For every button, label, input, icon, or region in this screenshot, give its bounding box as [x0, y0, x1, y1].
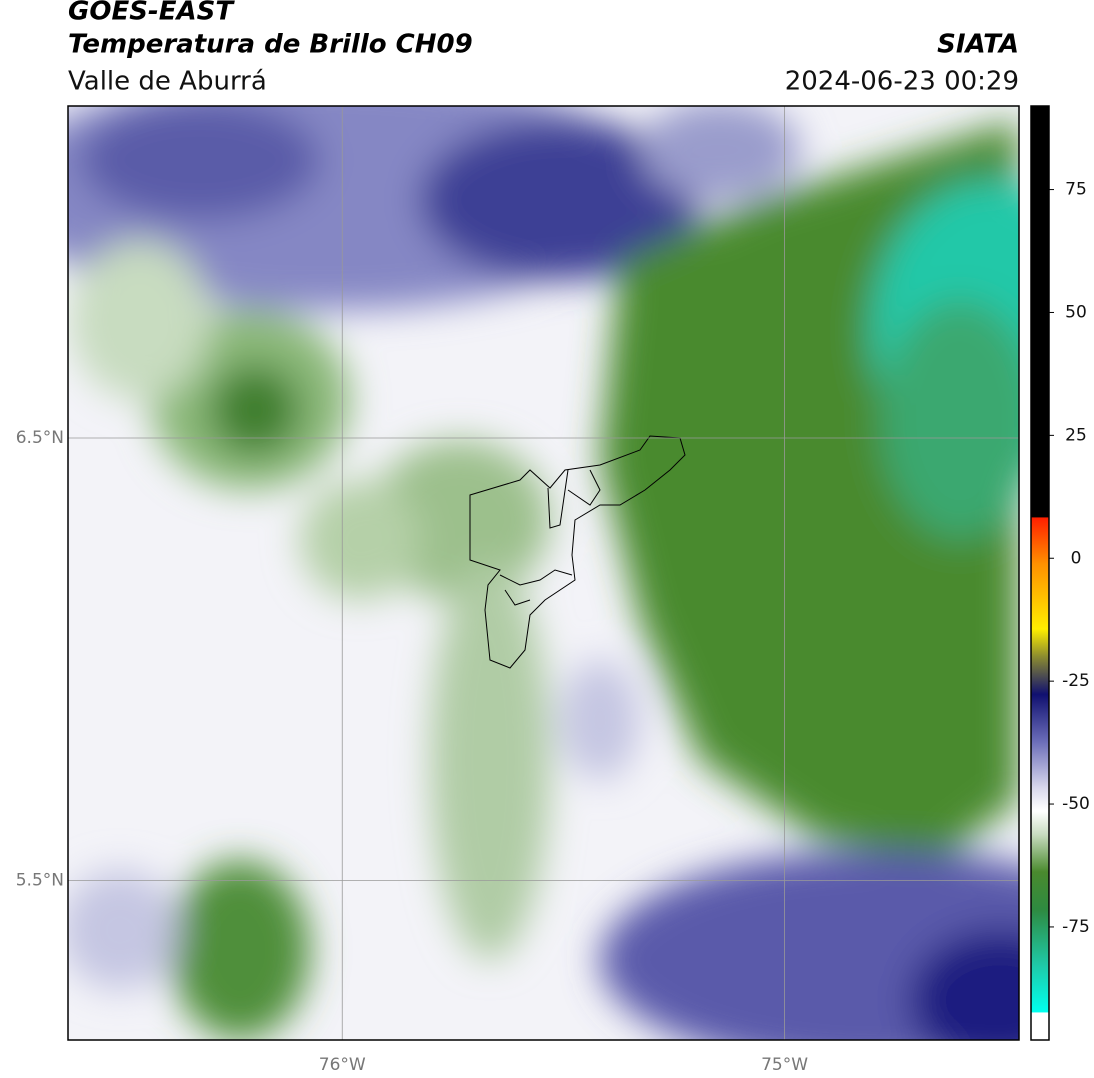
colorbar-tick-label: -50 [1062, 794, 1090, 814]
colorbar-tick-label: 0 [1071, 548, 1082, 568]
lon-tick-label: 75°W [761, 1055, 808, 1075]
municipal-boundaries [469, 435, 686, 669]
timestamp: 2024-06-23 00:29 [785, 67, 1019, 97]
colorbar [1030, 105, 1050, 1041]
graticule [68, 106, 1019, 1040]
subtitle: Temperatura de Brillo CH09 [68, 30, 473, 60]
colorbar-tick-label: -25 [1062, 671, 1090, 691]
colorbar-tick-label: -75 [1062, 917, 1090, 937]
region: Valle de Aburrá [68, 67, 267, 97]
source: SIATA [937, 30, 1019, 60]
satellite-image [68, 106, 1019, 1040]
colorbar-tick-label: 25 [1065, 425, 1087, 445]
lon-tick-label: 76°W [319, 1055, 366, 1075]
title: GOES-EAST [68, 0, 235, 27]
map-frame [67, 105, 1020, 1041]
lat-tick-label: 5.5°N [16, 871, 64, 891]
colorbar-tick-label: 50 [1065, 302, 1087, 322]
colorbar-tick-label: 75 [1065, 180, 1087, 200]
lat-tick-label: 6.5°N [16, 428, 64, 448]
